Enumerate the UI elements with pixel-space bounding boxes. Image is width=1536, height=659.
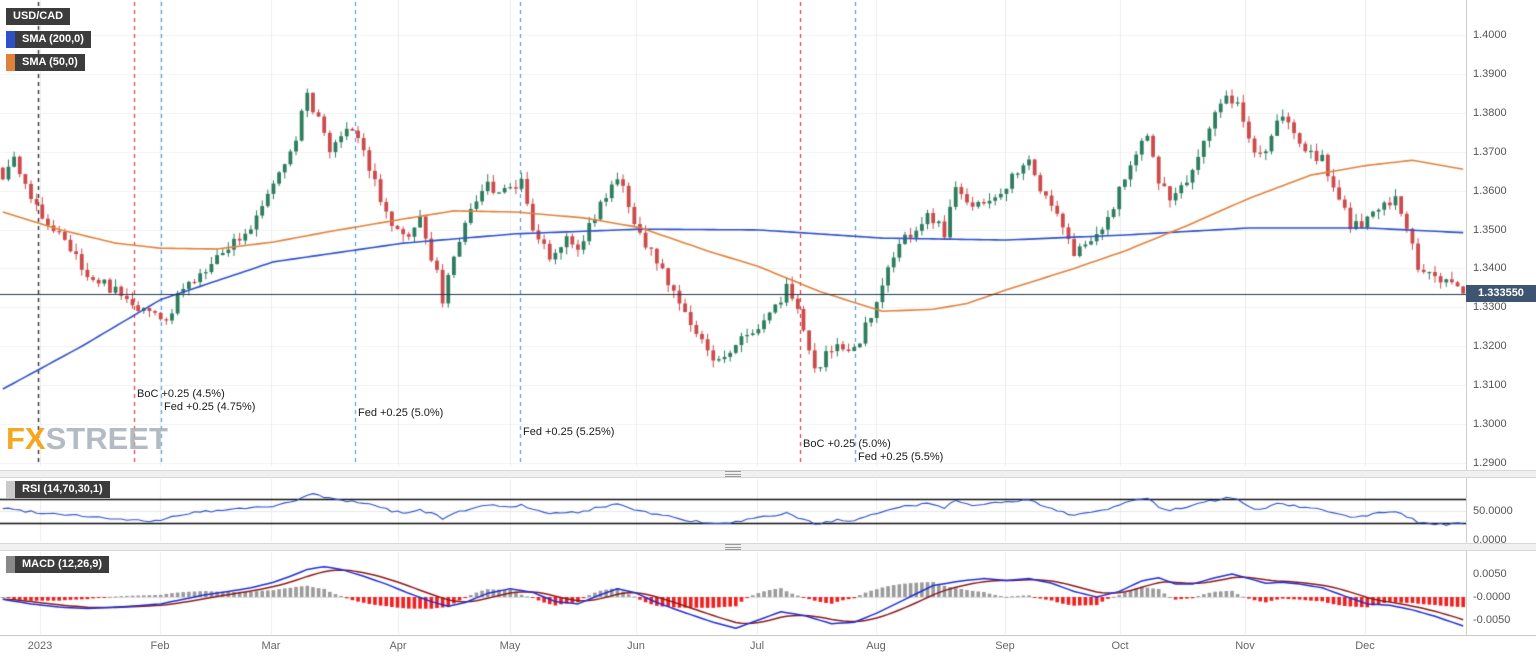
sma200-badge-label: SMA (200,0) [15,31,91,48]
panel-resize-handle[interactable] [725,471,741,477]
sma50-badge[interactable]: SMA (50,0) [6,54,85,71]
macd-badge[interactable]: MACD (12,26,9) [6,556,110,573]
time-axis[interactable] [0,635,1536,659]
price-axis[interactable] [1466,0,1536,635]
sma200-badge[interactable]: SMA (200,0) [6,31,91,48]
macd-color-marker [6,556,15,573]
symbol-badge-label: USD/CAD [6,8,71,25]
panel-divider [0,543,1536,551]
sma50-color-marker [6,54,15,71]
rsi-color-marker [6,481,15,498]
macd-badge-label: MACD (12,26,9) [15,556,110,573]
rsi-badge[interactable]: RSI (14,70,30,1) [6,481,110,498]
sma50-badge-label: SMA (50,0) [15,54,85,71]
panel-resize-handle[interactable] [725,544,741,550]
rsi-badge-label: RSI (14,70,30,1) [15,481,110,498]
fxstreet-watermark: FXSTREET [6,421,168,457]
watermark-fx: FX [6,421,46,456]
panel-divider [0,470,1536,478]
watermark-street: STREET [45,421,168,456]
sma200-color-marker [6,31,15,48]
symbol-badge[interactable]: USD/CAD [6,8,71,25]
last-price-badge: 1.333550 [1466,285,1536,302]
